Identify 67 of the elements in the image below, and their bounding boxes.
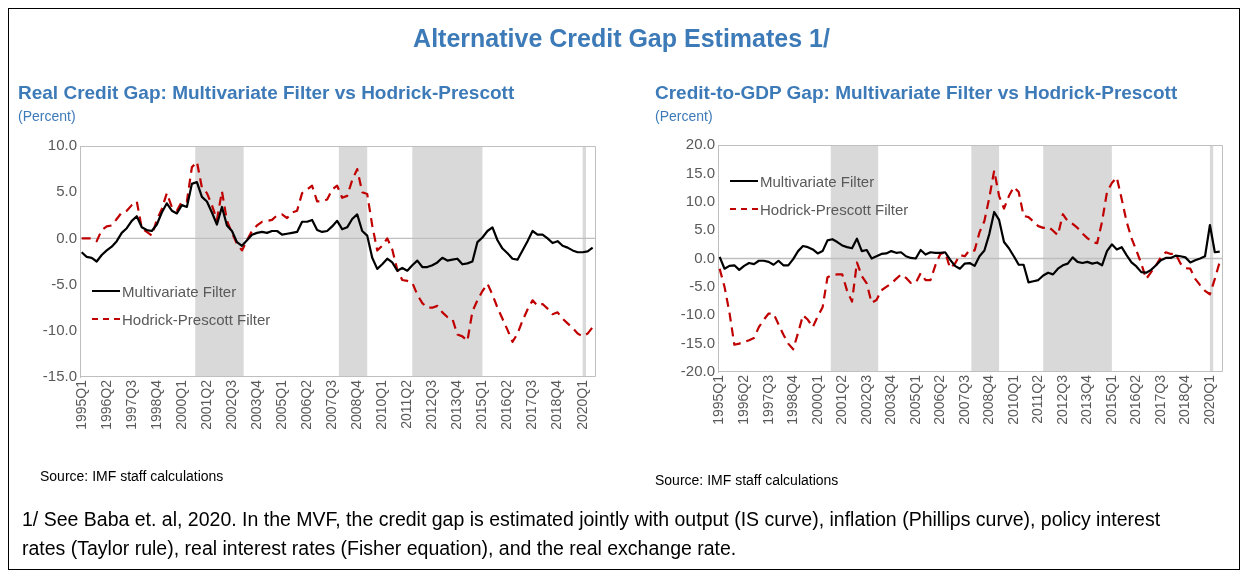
x-tick-label: 2012Q3 xyxy=(1053,374,1070,425)
x-tick-label: 2001Q2 xyxy=(197,379,214,430)
x-tick-label: 2020Q1 xyxy=(1200,374,1217,425)
x-tick-label: 2006Q2 xyxy=(931,374,948,425)
chart-title: Real Credit Gap: Multivariate Filter vs Hodrick-Prescott xyxy=(18,82,515,104)
x-tick-label: 2017Q3 xyxy=(523,379,540,430)
x-tick-label: 2011Q2 xyxy=(398,379,415,429)
y-axis-title: (Percent) xyxy=(18,108,76,124)
y-tick-label: 10.0 xyxy=(685,191,715,209)
x-tick-label: 2016Q2 xyxy=(498,379,515,430)
x-tick-label: 2015Q1 xyxy=(473,379,490,430)
y-tick-label: -10.0 xyxy=(680,305,715,323)
x-tick-label: 2016Q2 xyxy=(1127,374,1144,425)
x-tick-label: 2018Q4 xyxy=(548,379,565,430)
line-series xyxy=(718,169,1221,351)
x-tick-label: 2000Q1 xyxy=(172,379,189,430)
source-note: Source: IMF staff calculations xyxy=(40,468,224,484)
text: 1/ See Baba et. al, 2020. In the MVF, the credit gap is estimated jointly with output (IS curve), inflation (Phillips curve), policy interest rates (Taylor rule), real interest rates (Fisher equation), and the real exchange rate. xyxy=(22,507,1162,561)
x-tick-label: 2008Q4 xyxy=(348,379,365,430)
x-tick-label: 2007Q3 xyxy=(955,374,972,425)
x-tick-label: 1996Q2 xyxy=(97,379,114,430)
y-tick-label: 0.0 xyxy=(694,248,715,266)
x-tick-label: 2013Q4 xyxy=(1078,374,1095,425)
x-tick-label: 2010Q1 xyxy=(373,379,390,430)
y-tick-label: -5.0 xyxy=(689,277,715,295)
y-tick-label: -5.0 xyxy=(51,274,77,292)
x-tick-label: 1996Q2 xyxy=(735,374,752,425)
x-tick-label: 2017Q3 xyxy=(1151,374,1168,425)
x-tick-label: 2012Q3 xyxy=(423,379,440,430)
y-tick-label: 10.0 xyxy=(47,136,77,154)
x-tick-label: 1997Q3 xyxy=(759,374,776,425)
legend-label: Multivariate Filter xyxy=(760,172,875,190)
x-tick-label: 2001Q2 xyxy=(833,374,850,425)
x-tick-label: 2007Q3 xyxy=(323,379,340,430)
x-tick-label: 2003Q4 xyxy=(247,379,264,430)
x-tick-label: 1997Q3 xyxy=(122,379,139,430)
x-tick-label: 2011Q2 xyxy=(1029,374,1046,424)
legend-label: Hodrick-Prescott Filter xyxy=(760,200,909,218)
y-tick-label: 20.0 xyxy=(685,135,715,153)
legend-label: Hodrick-Prescott Filter xyxy=(122,310,271,328)
x-tick-label: 2008Q4 xyxy=(980,374,997,425)
legend-label: Multivariate Filter xyxy=(122,282,237,300)
x-tick-label: 2006Q2 xyxy=(297,379,314,430)
x-tick-label: 2010Q1 xyxy=(1004,374,1021,425)
x-tick-label: 2003Q4 xyxy=(882,374,899,425)
y-tick-label: -10.0 xyxy=(42,320,77,338)
text: Alternative Credit Gap Estimates 1/ xyxy=(412,24,831,53)
y-tick-label: 5.0 xyxy=(694,220,715,238)
y-tick-label: -15.0 xyxy=(42,367,77,385)
y-tick-label: -15.0 xyxy=(680,333,715,351)
x-tick-label: 1998Q4 xyxy=(147,379,164,430)
x-tick-label: 2005Q1 xyxy=(272,379,289,430)
x-tick-label: 2000Q1 xyxy=(808,374,825,425)
x-tick-label: 2013Q4 xyxy=(448,379,465,430)
y-axis-title: (Percent) xyxy=(655,108,713,124)
x-tick-label: 2005Q1 xyxy=(906,374,923,425)
chart-title: Credit-to-GDP Gap: Multivariate Filter vs Hodrick-Prescott xyxy=(655,82,1178,104)
x-tick-label: 2015Q1 xyxy=(1102,374,1119,425)
y-tick-label: 0.0 xyxy=(56,228,77,246)
x-tick-label: 2020Q1 xyxy=(573,379,590,430)
x-tick-label: 1998Q4 xyxy=(784,374,801,425)
x-tick-label: 2018Q4 xyxy=(1176,374,1193,425)
y-tick-label: 5.0 xyxy=(56,182,77,200)
y-tick-label: 15.0 xyxy=(685,163,715,181)
x-tick-label: 2002Q3 xyxy=(222,379,239,430)
x-tick-label: 2002Q3 xyxy=(857,374,874,425)
source-note: Source: IMF staff calculations xyxy=(655,472,839,488)
